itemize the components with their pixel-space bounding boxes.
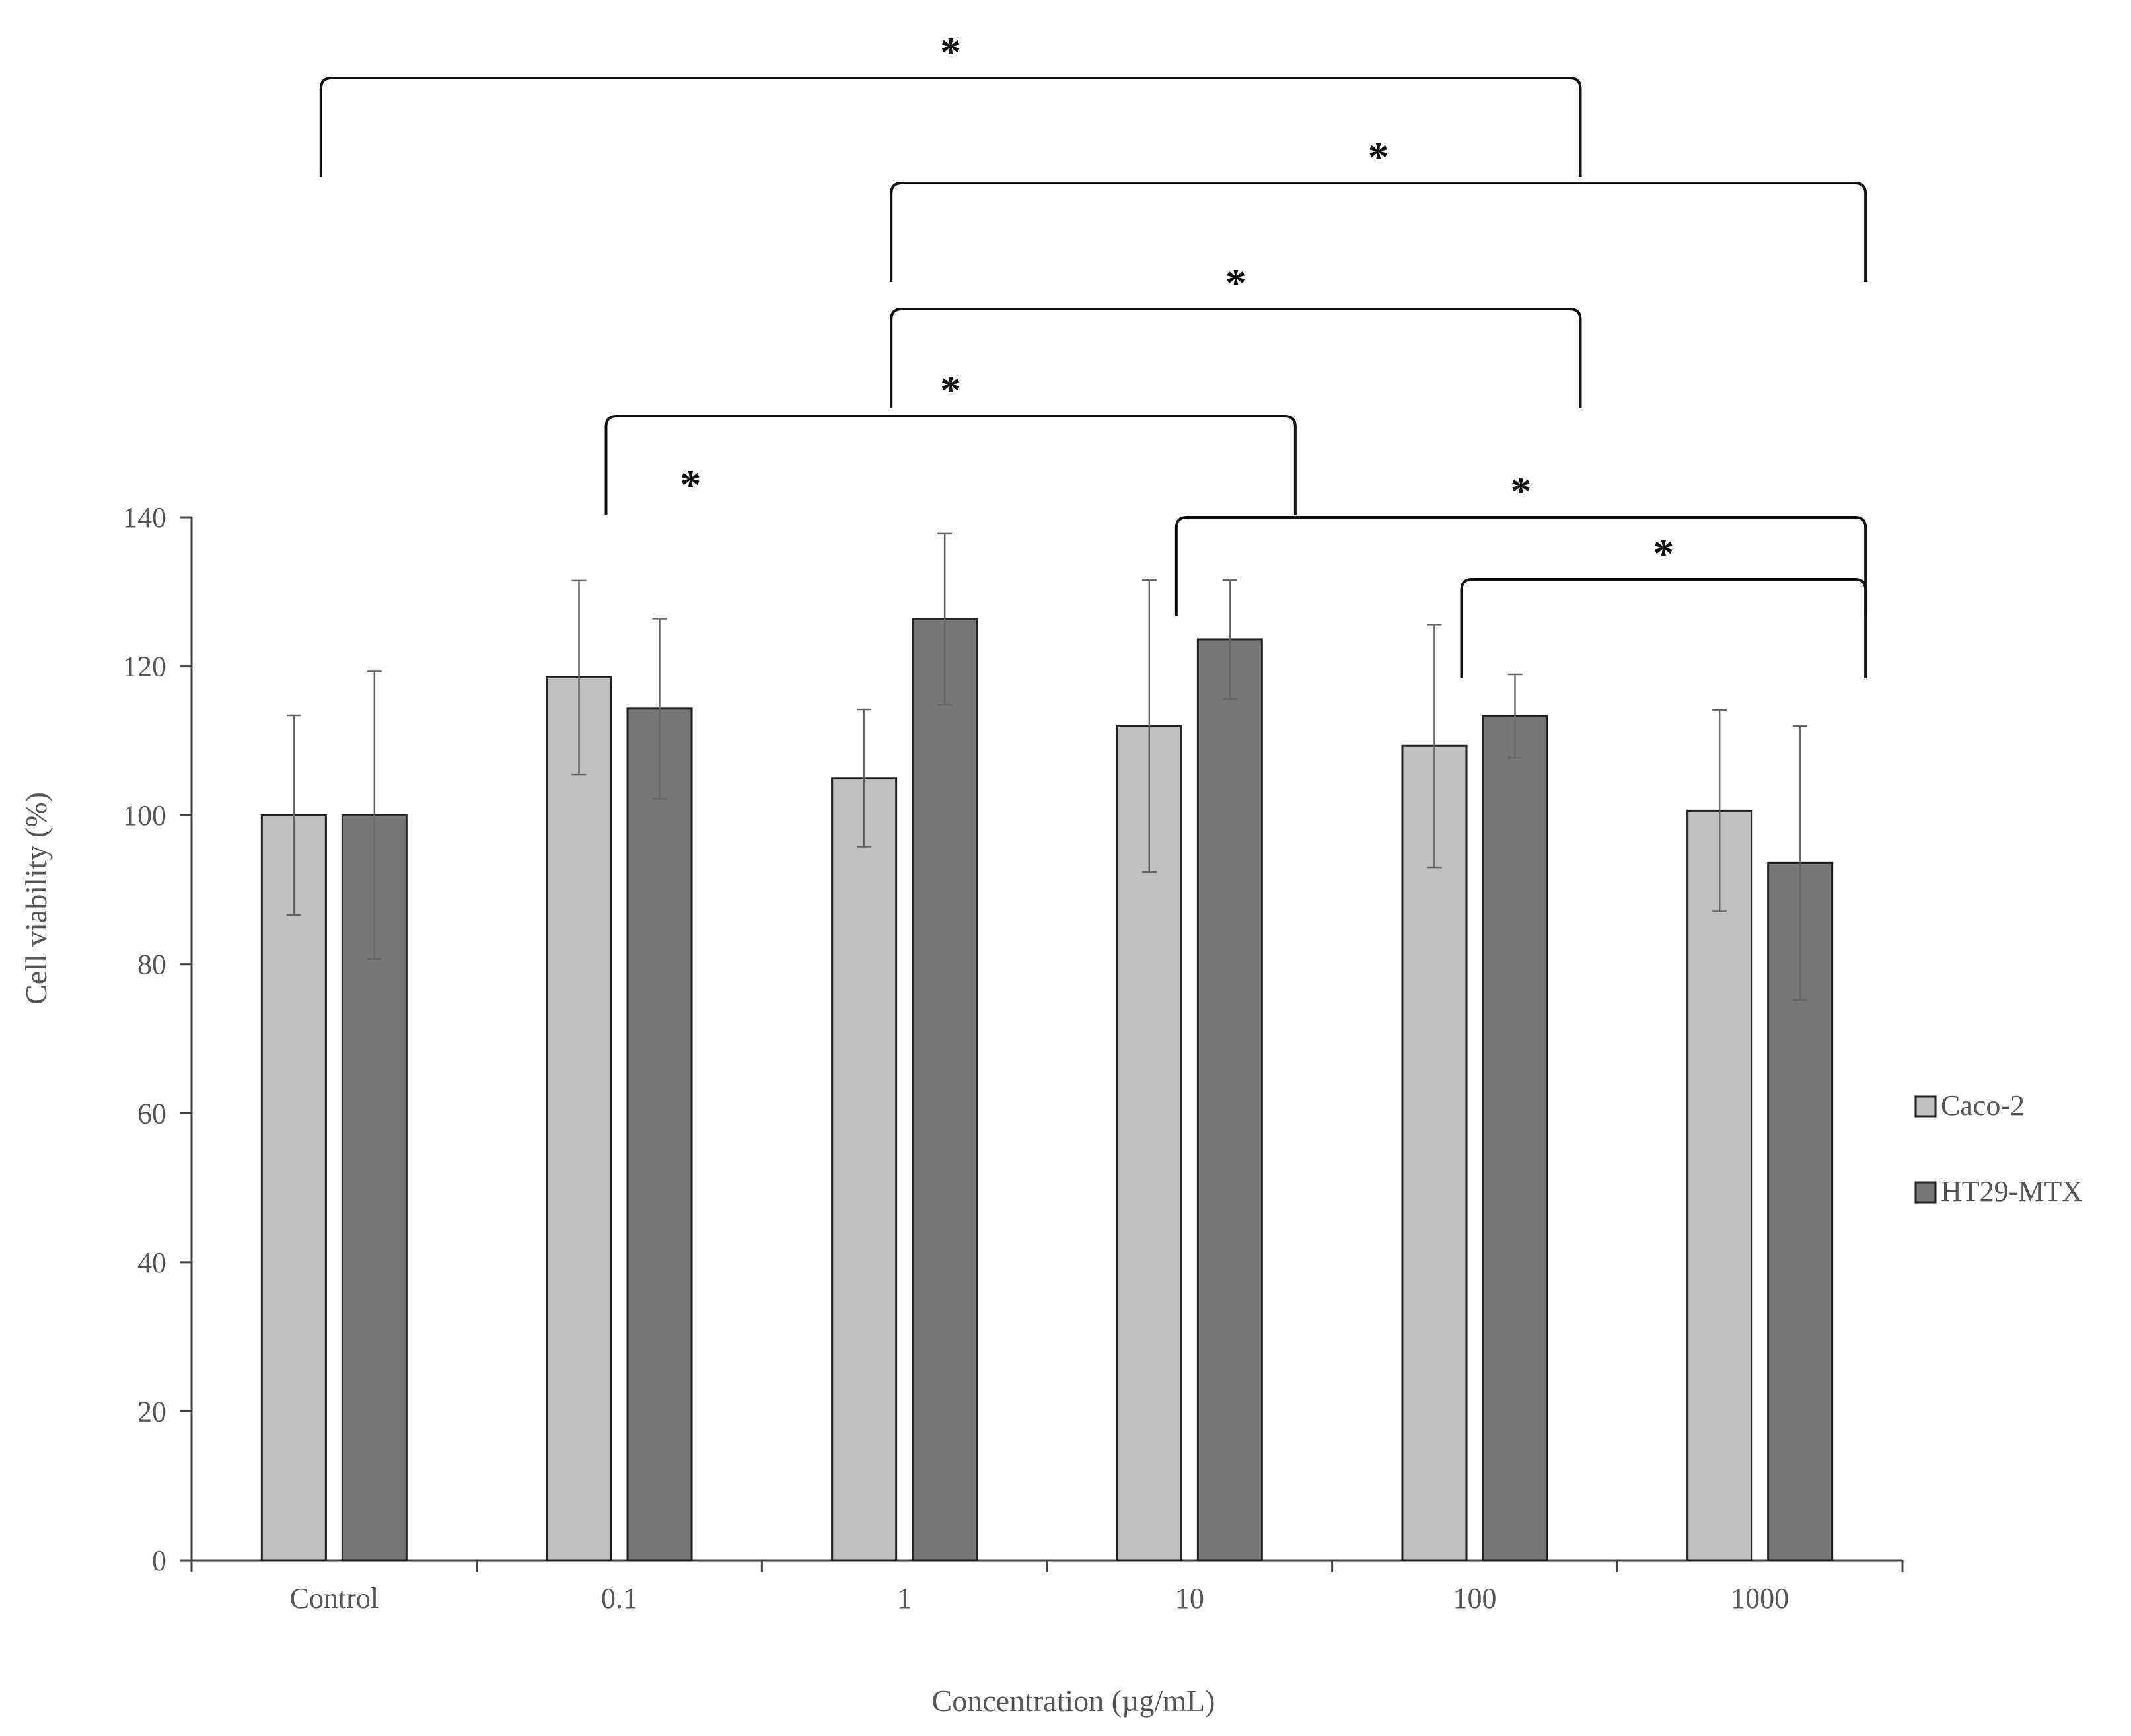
significance-star: * (940, 28, 961, 75)
y-tick-labels: 0 20 40 60 80 100 120 140 (123, 501, 166, 1577)
x-tick-labels: Control 0.1 1 10 100 1000 (290, 1582, 1789, 1614)
significance-bracket (604, 415, 1297, 515)
bar-ht29-mtx-2 (912, 618, 978, 1562)
x-tick-label: 0.1 (601, 1582, 637, 1614)
bar-caco-2-5 (1686, 809, 1753, 1562)
axes (180, 516, 1904, 1572)
significance-star: * (1511, 468, 1532, 515)
bar-caco-2-2 (831, 777, 898, 1562)
bar-caco-2-1 (546, 676, 612, 1562)
bar-caco-2-0 (260, 814, 327, 1562)
y-tick-label: 0 (152, 1544, 166, 1577)
x-tick-label: 1000 (1731, 1582, 1789, 1614)
y-tick-label: 60 (137, 1097, 166, 1130)
x-tick-label: 100 (1453, 1582, 1497, 1614)
legend-label: Caco-2 (1941, 1089, 2025, 1122)
significance-bracket (1460, 578, 1867, 678)
x-tick-label: 1 (897, 1582, 912, 1614)
y-tick-label: 100 (123, 799, 166, 832)
error-bars (286, 532, 1808, 1001)
y-axis-label: Cell viability (%) (19, 792, 53, 1005)
x-axis-label: Concentration (µg/mL) (932, 1684, 1215, 1718)
bar-ht29-mtx-4 (1482, 715, 1548, 1562)
significance-bracket (319, 77, 1582, 177)
y-tick-label: 120 (123, 651, 166, 683)
x-tick-label: Control (290, 1582, 379, 1614)
y-tick-label: 20 (137, 1395, 166, 1428)
legend: Caco-2 HT29-MTX (1914, 1089, 2083, 1208)
significance-bracket (890, 308, 1582, 408)
bars (260, 618, 1834, 1562)
legend-swatch (1914, 1181, 1937, 1204)
significance-star: * (940, 367, 961, 414)
significance-bracket (1174, 516, 1867, 616)
significance-star: * (680, 461, 701, 508)
significance-star: * (1653, 530, 1674, 577)
y-tick-label: 40 (137, 1247, 166, 1279)
significance-bracket (890, 182, 1867, 282)
legend-label: HT29-MTX (1941, 1175, 2083, 1208)
significance-star: * (1225, 260, 1246, 307)
x-tick-label: 10 (1175, 1582, 1204, 1614)
significance-brackets: * * * * * * * (319, 28, 1867, 678)
legend-swatch (1914, 1095, 1937, 1118)
y-tick-label: 140 (123, 501, 166, 534)
significance-star: * (1368, 133, 1389, 180)
bar-ht29-mtx-3 (1196, 638, 1263, 1562)
bar-ht29-mtx-1 (626, 707, 693, 1562)
y-tick-label: 80 (137, 949, 166, 981)
bar-caco-2-4 (1401, 744, 1468, 1562)
